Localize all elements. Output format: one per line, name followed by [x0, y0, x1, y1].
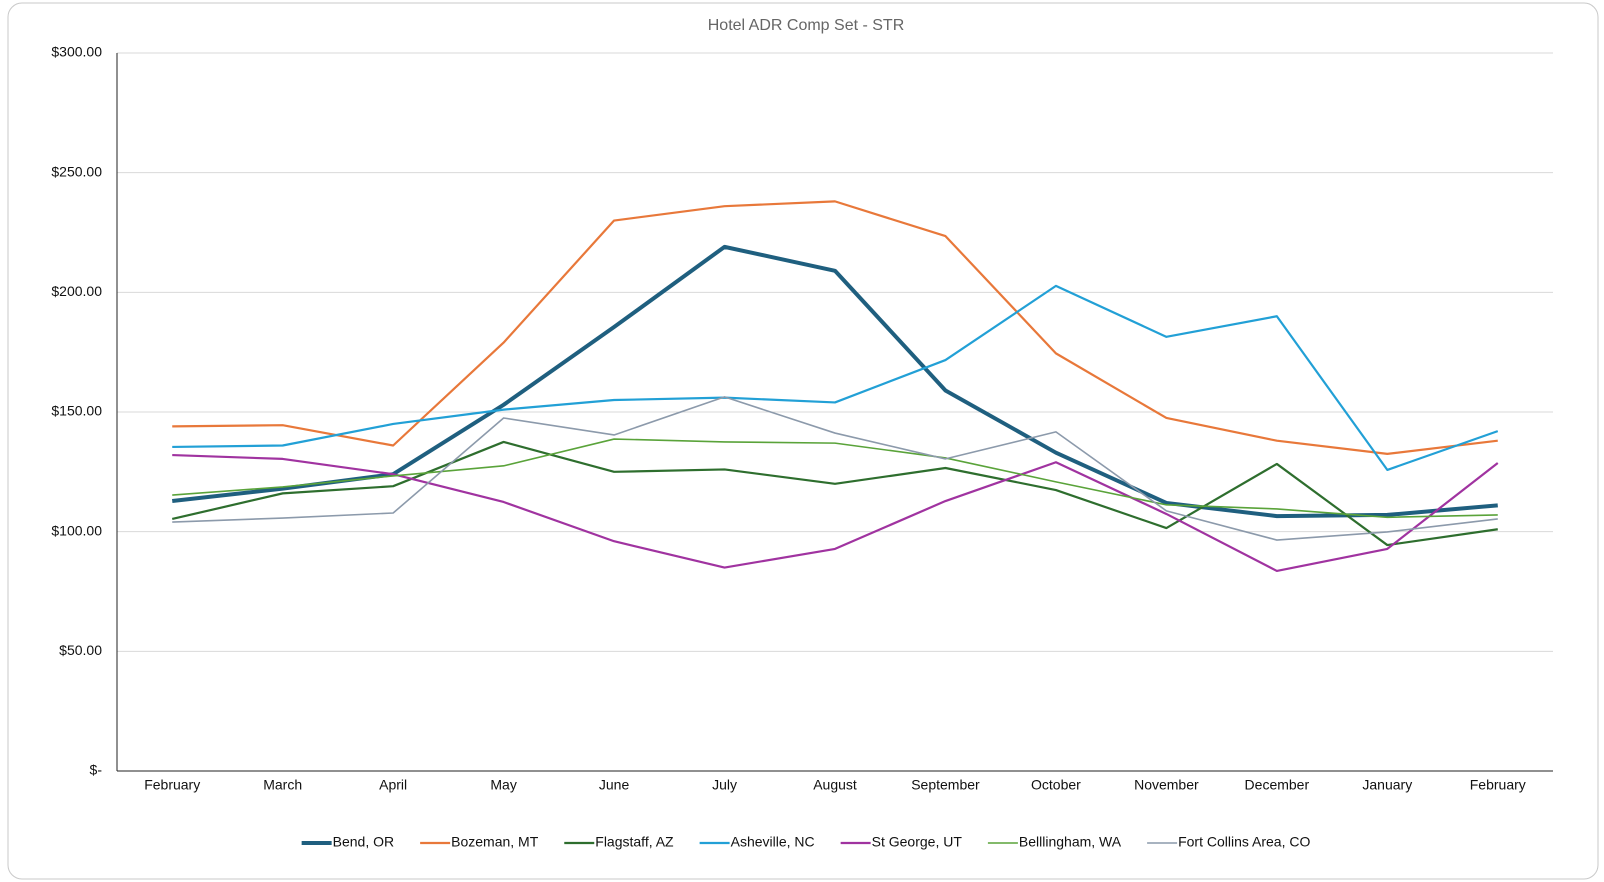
y-tick-label: $300.00 — [51, 44, 102, 60]
series-line — [172, 453, 1499, 573]
x-tick-label: April — [379, 777, 407, 793]
x-tick-label: January — [1362, 777, 1412, 793]
y-tick-label: $250.00 — [51, 163, 102, 179]
x-tick-label: October — [1031, 777, 1081, 793]
legend-label: St George, UT — [872, 834, 963, 850]
y-tick-label: $50.00 — [59, 642, 102, 658]
x-tick-label: July — [712, 777, 737, 793]
series-line — [171, 440, 1498, 547]
legend-label: Bend, OR — [333, 834, 394, 850]
y-tick-label: $150.00 — [51, 403, 102, 419]
x-tick-label: May — [490, 777, 516, 793]
legend-label: Fort Collins Area, CO — [1178, 834, 1310, 850]
series-line — [172, 200, 1498, 455]
series-line — [172, 438, 1498, 519]
series-line — [172, 396, 1498, 541]
series-line — [172, 284, 1499, 472]
x-tick-label: November — [1134, 777, 1199, 793]
x-tick-label: March — [263, 777, 302, 793]
legend-label: Belllingham, WA — [1019, 834, 1122, 850]
legend: Bend, OR Bozeman, MT Flagstaff, AZ Ashevill… — [301, 834, 1310, 850]
x-tick-label: February — [144, 777, 200, 793]
x-tick-label: September — [911, 777, 980, 793]
x-tick-label: February — [1470, 777, 1526, 793]
x-tick-label: August — [813, 777, 857, 793]
chart-frame — [7, 2, 1599, 880]
legend-label: Flagstaff, AZ — [595, 834, 674, 850]
x-tick-label: December — [1245, 777, 1310, 793]
x-tick-label: June — [599, 777, 630, 793]
y-tick-label: $200.00 — [51, 283, 102, 299]
y-tick-label: $- — [90, 762, 103, 778]
legend-label: Bozeman, MT — [451, 834, 539, 850]
legend-label: Asheville, NC — [731, 834, 815, 850]
y-tick-label: $100.00 — [51, 522, 102, 538]
chart-title: Hotel ADR Comp Set - STR — [708, 17, 905, 34]
